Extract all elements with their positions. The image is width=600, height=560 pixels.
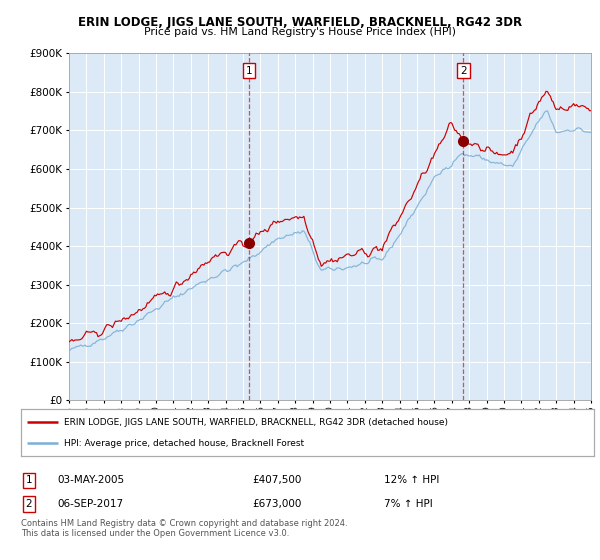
Text: £407,500: £407,500: [252, 475, 301, 486]
Text: 7% ↑ HPI: 7% ↑ HPI: [384, 499, 433, 509]
Text: 06-SEP-2017: 06-SEP-2017: [57, 499, 123, 509]
Text: ERIN LODGE, JIGS LANE SOUTH, WARFIELD, BRACKNELL, RG42 3DR (detached house): ERIN LODGE, JIGS LANE SOUTH, WARFIELD, B…: [64, 418, 448, 427]
Text: 2: 2: [460, 66, 467, 76]
Text: Price paid vs. HM Land Registry's House Price Index (HPI): Price paid vs. HM Land Registry's House …: [144, 27, 456, 37]
Text: ERIN LODGE, JIGS LANE SOUTH, WARFIELD, BRACKNELL, RG42 3DR: ERIN LODGE, JIGS LANE SOUTH, WARFIELD, B…: [78, 16, 522, 29]
Text: This data is licensed under the Open Government Licence v3.0.: This data is licensed under the Open Gov…: [21, 529, 289, 538]
Text: 2: 2: [25, 499, 32, 509]
Text: 12% ↑ HPI: 12% ↑ HPI: [384, 475, 439, 486]
Text: 1: 1: [25, 475, 32, 486]
Text: £673,000: £673,000: [252, 499, 301, 509]
Text: Contains HM Land Registry data © Crown copyright and database right 2024.: Contains HM Land Registry data © Crown c…: [21, 519, 347, 528]
Text: HPI: Average price, detached house, Bracknell Forest: HPI: Average price, detached house, Brac…: [64, 438, 304, 447]
Text: 1: 1: [245, 66, 252, 76]
Text: 03-MAY-2005: 03-MAY-2005: [57, 475, 124, 486]
